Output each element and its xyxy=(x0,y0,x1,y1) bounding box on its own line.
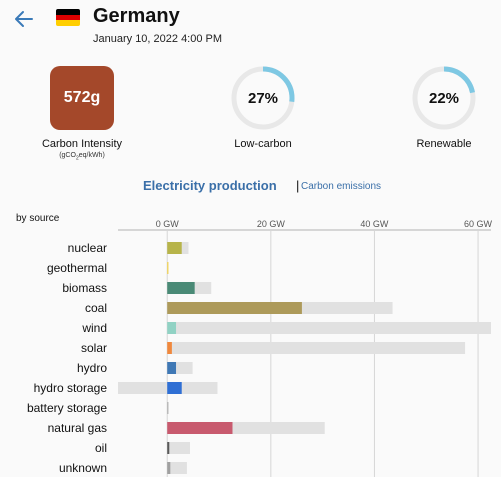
source-label: solar xyxy=(81,341,107,355)
source-label: battery storage xyxy=(27,401,107,415)
x-tick-label: 60 GW xyxy=(464,219,493,229)
country-title: Germany xyxy=(93,5,180,27)
renewable-label: Renewable xyxy=(416,138,472,150)
x-tick-label: 20 GW xyxy=(257,219,286,229)
production-bar xyxy=(167,282,195,294)
flag-stripe-gold xyxy=(56,20,80,26)
production-bar xyxy=(167,462,171,474)
timestamp: January 10, 2022 4:00 PM xyxy=(93,33,223,45)
production-bar xyxy=(167,442,170,454)
source-label: hydro storage xyxy=(34,381,108,395)
gauge-fill xyxy=(412,66,476,130)
production-bar-chart: 0 GW 20 GW 40 GW 60 GW nuclear geothermal biom… xyxy=(27,219,493,477)
by-source-label: by source xyxy=(16,213,60,224)
source-label: oil xyxy=(95,441,107,455)
low-carbon-label: Low-carbon xyxy=(234,138,292,150)
gauge-fill xyxy=(231,66,295,130)
low-carbon-value: 27% xyxy=(247,89,279,107)
production-bar xyxy=(167,322,177,334)
production-bar xyxy=(167,342,172,354)
x-tick-label: 0 GW xyxy=(156,219,180,229)
renewable-value: 22% xyxy=(428,89,460,107)
source-label: hydro xyxy=(77,361,107,375)
low-carbon-gauge: 27% xyxy=(230,65,296,136)
production-bar xyxy=(167,382,182,394)
flag-stripe-red xyxy=(56,14,80,21)
source-label: unknown xyxy=(59,461,107,475)
capacity-bar xyxy=(167,442,191,454)
source-label: geothermal xyxy=(47,261,107,275)
back-arrow-icon[interactable] xyxy=(10,8,38,30)
production-bar xyxy=(167,242,182,254)
production-bar xyxy=(167,302,302,314)
source-label: natural gas xyxy=(48,421,107,435)
carbon-intensity-unit: (gCO2eq/kWh) xyxy=(59,152,105,162)
carbon-intensity-badge: 572g xyxy=(50,66,114,130)
flag-stripe-black xyxy=(56,9,80,15)
renewable-gauge: 22% xyxy=(411,65,477,136)
capacity-bar xyxy=(167,462,187,474)
tab-electricity-production[interactable]: Electricity production xyxy=(143,178,277,193)
production-bar xyxy=(167,362,177,374)
tab-separator: | xyxy=(296,178,300,193)
tab-carbon-emissions[interactable]: Carbon emissions xyxy=(301,181,382,192)
source-label: biomass xyxy=(62,281,107,295)
capacity-bar xyxy=(167,322,491,334)
capacity-bar xyxy=(167,342,466,354)
production-bar xyxy=(167,422,233,434)
source-label: wind xyxy=(81,321,107,335)
production-bar xyxy=(167,402,169,414)
carbon-intensity-label: Carbon Intensity xyxy=(41,138,123,150)
germany-flag-icon xyxy=(56,9,80,26)
x-tick-label: 40 GW xyxy=(360,219,389,229)
source-label: nuclear xyxy=(68,241,107,255)
source-label: coal xyxy=(85,301,107,315)
carbon-intensity-value: 572g xyxy=(63,89,101,106)
production-bar xyxy=(167,262,169,274)
